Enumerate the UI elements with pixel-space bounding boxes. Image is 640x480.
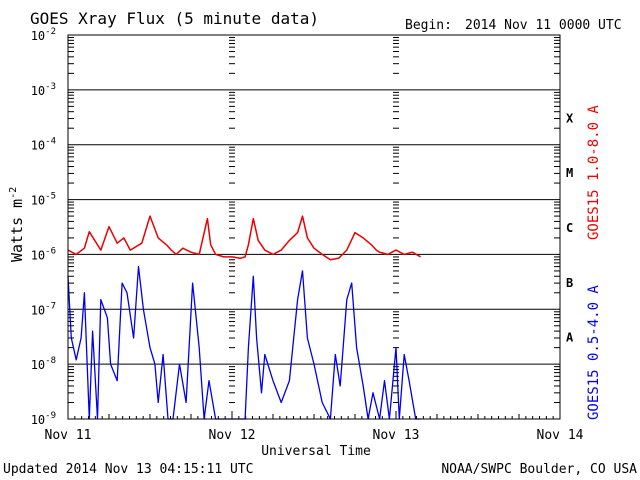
legend-short-channel-group: GOES15 0.5-4.0 A <box>586 285 602 420</box>
legend-long-channel: GOES15 1.0-8.0 A <box>586 105 602 240</box>
y-tick-base: 10 <box>31 29 45 43</box>
flare-class-a: A <box>566 331 574 345</box>
horizontal-grid <box>68 89 560 365</box>
series-short-channel-line <box>67 265 421 420</box>
x-tick-label: Nov 11 <box>45 428 92 443</box>
y-tick-base: 10 <box>31 194 45 208</box>
x-tick-label: Nov 14 <box>537 428 584 443</box>
flare-class-labels: A B C M X <box>566 111 574 344</box>
chart-title: GOES Xray Flux (5 minute data) <box>30 9 319 28</box>
series-long-channel-line <box>67 215 421 261</box>
y-tick-exponent: -2 <box>45 27 56 37</box>
y-tick-exponent: -3 <box>45 82 56 92</box>
y-tick-base: 10 <box>31 84 45 98</box>
y-tick-base: 10 <box>31 248 45 262</box>
legend-short-channel: GOES15 0.5-4.0 A <box>586 285 602 420</box>
y-tick-label: 10-9 <box>31 411 56 427</box>
updated-timestamp: Updated 2014 Nov 13 04:15:11 UTC <box>3 462 253 477</box>
begin-value: 2014 Nov 11 0000 UTC <box>465 18 622 33</box>
y-tick-exponent: -7 <box>45 301 56 311</box>
y-tick-exponent: -4 <box>45 137 56 147</box>
y-tick-base: 10 <box>31 303 45 317</box>
y-tick-label: 10-3 <box>31 82 56 98</box>
x-axis-ticks: Nov 11 Nov 12 Nov 13 Nov 14 <box>45 411 584 443</box>
y-axis-ticks: 10-910-810-710-610-510-410-310-2 <box>31 27 560 427</box>
x-tick-label: Nov 13 <box>373 428 420 443</box>
y-tick-base: 10 <box>31 139 45 153</box>
y-tick-label: 10-5 <box>31 192 56 208</box>
y-tick-exponent: -6 <box>45 246 56 256</box>
y-axis-label-exponent: -2 <box>8 187 19 199</box>
series-lines <box>67 215 421 420</box>
legend-long-channel-group: GOES15 1.0-8.0 A <box>586 105 602 240</box>
flare-class-x: X <box>566 111 574 125</box>
credit-text: NOAA/SWPC Boulder, CO USA <box>441 462 637 477</box>
plot-frame <box>67 34 561 420</box>
y-tick-exponent: -5 <box>45 192 56 202</box>
flare-class-c: C <box>566 221 573 235</box>
y-axis-label-group: Watts m-2 <box>8 187 26 262</box>
y-tick-label: 10-6 <box>31 246 56 262</box>
x-tick-label: Nov 12 <box>209 428 256 443</box>
x-axis-label: Universal Time <box>261 444 371 459</box>
y-tick-base: 10 <box>31 413 45 427</box>
y-tick-exponent: -8 <box>45 356 56 366</box>
flare-class-b: B <box>566 276 573 290</box>
day-dash-markers <box>229 37 399 403</box>
y-tick-label: 10-4 <box>31 137 56 153</box>
y-tick-label: 10-2 <box>31 27 56 43</box>
y-tick-base: 10 <box>31 358 45 372</box>
y-axis-label: Watts m-2 <box>8 187 26 262</box>
y-axis-label-text: Watts m <box>8 199 26 262</box>
begin-label: Begin: <box>405 18 452 33</box>
flare-class-m: M <box>566 166 573 180</box>
y-tick-label: 10-7 <box>31 301 56 317</box>
y-tick-label: 10-8 <box>31 356 56 372</box>
y-tick-exponent: -9 <box>45 411 56 421</box>
